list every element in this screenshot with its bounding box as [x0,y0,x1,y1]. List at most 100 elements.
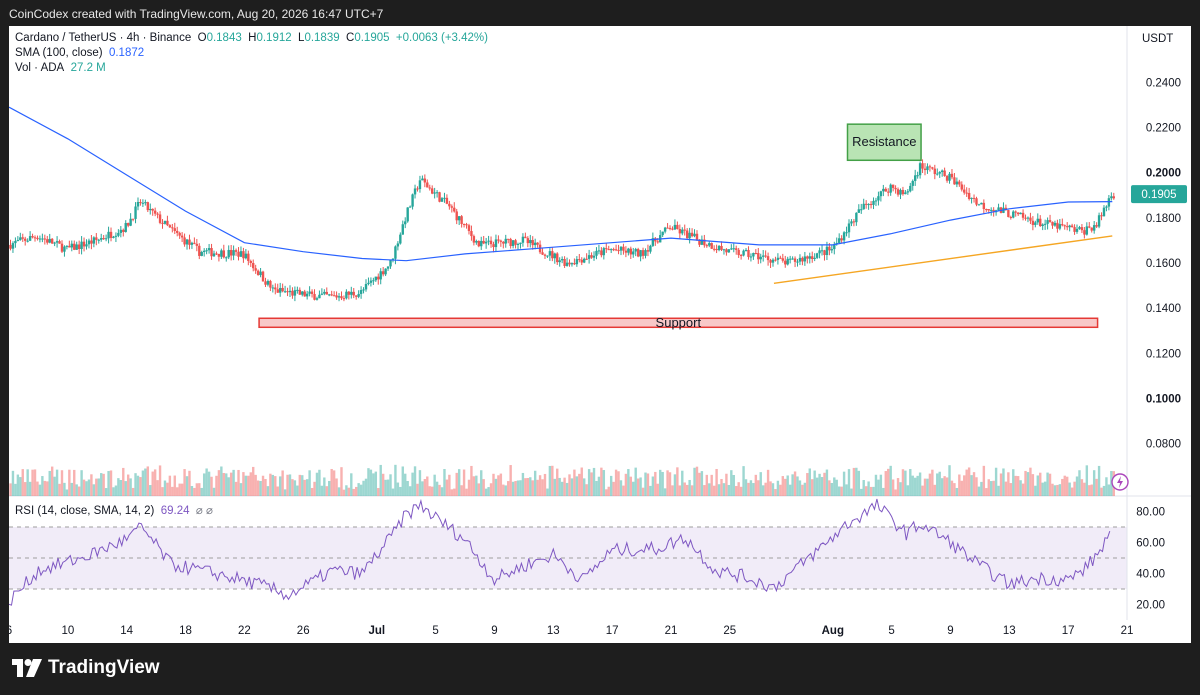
volume-bar [254,474,257,496]
volume-bar [568,474,571,496]
volume-bar [158,465,162,496]
candle-body [563,258,566,266]
volume-bar [354,486,358,496]
candle-body [850,221,853,224]
volume-bar [367,468,370,496]
candle-body [551,251,554,259]
candle-body [399,234,402,244]
candle-body [928,166,932,168]
candle-body [14,240,17,244]
chart-panel[interactable]: Resistance Support 0.2400 0.2200 0.2000 0.180… [9,26,1191,643]
high-value: 0.1912 [256,32,292,44]
candle-body [1112,196,1115,199]
candle-body [965,192,968,194]
volume-bar [992,480,995,496]
candle-body [695,233,699,240]
volume-bar [323,477,326,496]
candle-body [369,280,373,283]
candle-body [764,255,767,257]
volume-bar [609,475,613,496]
sma-legend[interactable]: SMA (100, close) 0.1872 [15,47,144,59]
candle-body [504,238,507,244]
volume-bar [521,472,525,496]
volume-bar [286,474,289,496]
support-trendline[interactable] [773,235,1113,284]
volume-bar [180,483,184,496]
volume-bar [50,466,54,496]
volume-bar [889,465,892,496]
candle-body [489,240,493,245]
candle-body [693,233,696,237]
candle-body [308,291,311,294]
candle-body [516,243,520,245]
candle-body [377,276,380,280]
volume-bar [129,478,132,496]
candle-body [985,209,988,211]
created-caption: CoinCodex created with TradingView.com, … [9,7,384,21]
volume-bar [1075,476,1079,496]
volume-bar [632,481,635,496]
candle-body [352,291,355,296]
volume-bar [168,475,172,496]
volume-bar [1009,483,1013,496]
candle-body [168,225,172,228]
candle-body [632,251,635,255]
volume-bar [1043,481,1047,496]
candle-body [931,167,934,169]
candle-body [791,258,794,260]
candle-body [68,245,71,248]
candle-body [80,241,83,250]
price-chart[interactable]: Resistance Support 0.2400 0.2200 0.2000 0.180… [9,26,1191,643]
rsi-line [9,498,1111,606]
volume-bar [100,473,103,496]
candle-body [666,227,669,229]
volume-bar [114,485,118,496]
candle-body [703,239,706,246]
rsi-legend[interactable]: RSI (14, close, SMA, 14, 2) 69.24 ⌀ ⌀ [15,503,213,517]
volume-bar [73,469,76,496]
time-tick-label: 13 [1003,625,1016,637]
volume-bar [97,478,100,496]
volume-bar [948,465,951,496]
price-tick-label: 0.1800 [1146,213,1181,225]
volume-bar [516,480,520,496]
volume-bar [514,481,517,496]
candle-body [904,192,907,195]
volume-bar [278,476,282,496]
volume-bar [1021,483,1025,496]
volume-legend[interactable]: Vol · ADA 27.2 M [15,62,106,74]
volume-bar [879,474,883,496]
candle-body [445,197,449,204]
volume-bar [1056,484,1059,496]
candle-body [646,250,650,252]
volume-bar [239,483,243,496]
rsi-extra: ⌀ ⌀ [195,505,213,517]
volume-bar [619,480,623,496]
volume-bar [1102,485,1106,496]
candle-body [188,239,191,245]
volume-bar [531,480,534,496]
volume-bar [739,486,743,496]
candle-body [499,240,503,242]
volume-bar [1073,481,1076,496]
volume-bar [288,474,292,496]
time-tick-label: Jul [368,625,385,637]
volume-bar [259,480,262,496]
volume-bar [587,469,591,496]
volume-bar [994,467,998,496]
support-zone[interactable] [258,317,1099,329]
volume-bar [612,481,615,496]
candle-body [411,194,414,207]
candle-body [163,220,167,224]
volume-bar [987,479,990,496]
volume-bar [661,471,664,496]
resistance-zone[interactable] [846,123,922,162]
volume-bar [499,473,503,496]
candle-body [391,258,395,261]
tradingview-logo[interactable]: TradingView [12,657,160,679]
candle-body [283,291,287,293]
volume-bar [761,485,765,496]
volume-bar [252,466,255,496]
candle-body [565,262,569,266]
volume-bar [271,474,275,496]
